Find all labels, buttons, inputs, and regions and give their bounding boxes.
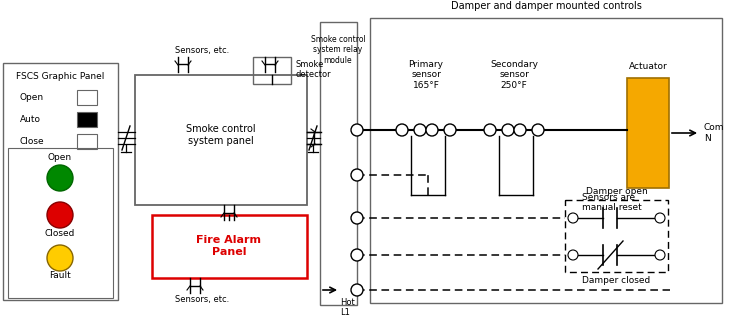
Circle shape bbox=[444, 124, 456, 136]
Text: Actuator: Actuator bbox=[628, 62, 667, 71]
Circle shape bbox=[351, 124, 363, 136]
Text: Damper closed: Damper closed bbox=[582, 276, 650, 285]
Text: Fire Alarm
Panel: Fire Alarm Panel bbox=[197, 235, 261, 257]
Bar bbox=[320, 22, 357, 305]
Bar bbox=[152, 215, 307, 278]
Circle shape bbox=[655, 250, 665, 260]
Circle shape bbox=[47, 165, 73, 191]
Bar bbox=[8, 148, 113, 298]
Bar bbox=[77, 90, 97, 105]
Text: Hot
L1: Hot L1 bbox=[340, 298, 355, 317]
Text: Sensors are
manual reset: Sensors are manual reset bbox=[582, 193, 642, 212]
Circle shape bbox=[351, 212, 363, 224]
Text: Open: Open bbox=[48, 154, 72, 163]
Text: Com
N: Com N bbox=[704, 123, 724, 143]
Circle shape bbox=[502, 124, 514, 136]
Text: Sensors, etc.: Sensors, etc. bbox=[175, 295, 229, 304]
Circle shape bbox=[47, 245, 73, 271]
Text: FSCS Graphic Panel: FSCS Graphic Panel bbox=[16, 72, 104, 81]
Circle shape bbox=[568, 213, 578, 223]
Bar bbox=[77, 112, 97, 127]
Circle shape bbox=[396, 124, 408, 136]
Circle shape bbox=[532, 124, 544, 136]
Circle shape bbox=[351, 249, 363, 261]
Bar bbox=[3, 63, 118, 300]
Circle shape bbox=[514, 124, 526, 136]
Circle shape bbox=[568, 250, 578, 260]
Text: Smoke control
system panel: Smoke control system panel bbox=[186, 124, 256, 146]
Text: Auto: Auto bbox=[20, 115, 41, 124]
Text: Damper open: Damper open bbox=[586, 187, 647, 196]
Bar bbox=[627, 78, 669, 188]
Text: Fault: Fault bbox=[49, 271, 71, 281]
Text: Sensors, etc.: Sensors, etc. bbox=[175, 46, 229, 55]
Bar bbox=[565, 200, 668, 272]
Bar bbox=[253, 57, 291, 84]
Text: Open: Open bbox=[20, 92, 44, 101]
Circle shape bbox=[414, 124, 426, 136]
Circle shape bbox=[655, 213, 665, 223]
Circle shape bbox=[351, 169, 363, 181]
Text: Secondary
sensor
250°F: Secondary sensor 250°F bbox=[490, 60, 538, 90]
Circle shape bbox=[426, 124, 438, 136]
Text: Close: Close bbox=[20, 137, 45, 146]
Text: Smoke control
system relay
module: Smoke control system relay module bbox=[310, 35, 366, 65]
Text: Damper and damper mounted controls: Damper and damper mounted controls bbox=[451, 1, 642, 11]
Circle shape bbox=[351, 284, 363, 296]
Circle shape bbox=[47, 202, 73, 228]
Bar bbox=[135, 75, 307, 205]
Text: Primary
sensor
165°F: Primary sensor 165°F bbox=[409, 60, 443, 90]
Text: Smoke
detector: Smoke detector bbox=[295, 60, 330, 79]
Bar bbox=[77, 134, 97, 149]
Circle shape bbox=[484, 124, 496, 136]
Bar bbox=[370, 18, 722, 303]
Text: Closed: Closed bbox=[45, 228, 75, 237]
